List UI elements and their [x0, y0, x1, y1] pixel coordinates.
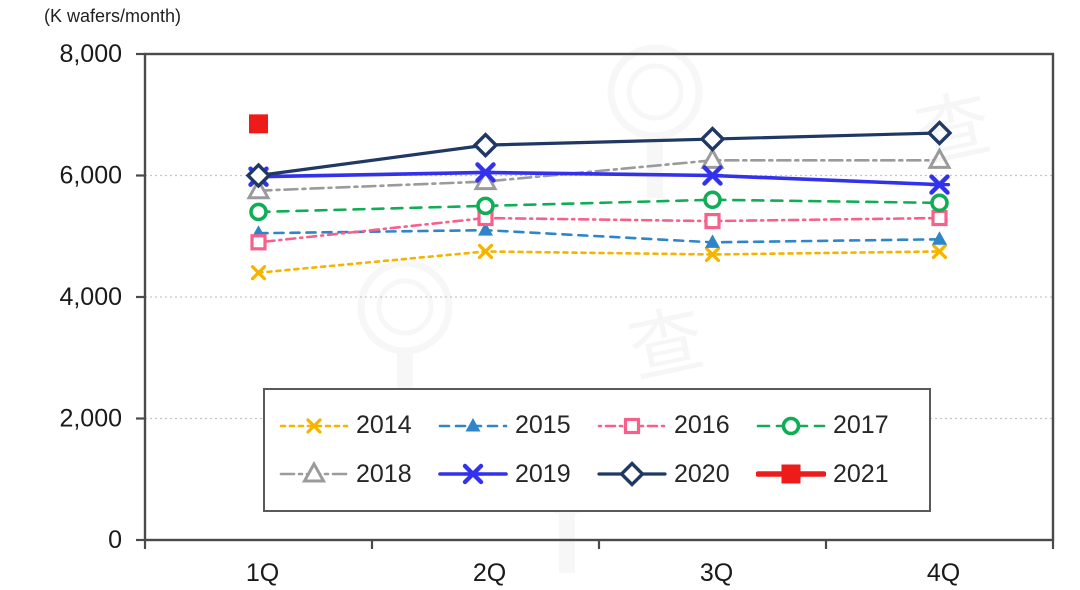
legend-item-2016: 2016: [597, 409, 756, 443]
line-2015: [257, 228, 941, 244]
marker-x-small: [477, 243, 494, 260]
series-2017: [249, 190, 949, 222]
legend-label-2021: 2021: [833, 459, 889, 488]
marker-x-bold: [701, 165, 724, 186]
legend-marker-2017: [756, 416, 826, 435]
legend-label-2016: 2016: [674, 411, 730, 440]
marker-x-bold: [928, 174, 951, 195]
legend-marker-2015: [438, 417, 508, 432]
marker-triangle-open: [246, 177, 271, 200]
marker-diamond-open: [619, 461, 645, 488]
legend-item-2015: 2015: [438, 409, 597, 443]
series-2015: [251, 222, 947, 248]
legend-marker-2014: [279, 418, 349, 434]
line-2020: [256, 131, 942, 178]
x-label-1Q: 1Q: [246, 559, 279, 587]
legend-label-2020: 2020: [674, 459, 730, 488]
marker-circle-open: [781, 416, 801, 435]
series-2014: [250, 243, 948, 281]
legend-item-2018: 2018: [279, 457, 438, 491]
marker-circle-open: [703, 190, 722, 210]
marker-diamond-open: [245, 162, 272, 189]
legend-marker-2019: [438, 464, 508, 485]
legend-marker-2016: [597, 417, 667, 434]
line-2017: [257, 198, 941, 214]
line-2014: [257, 250, 941, 275]
marker-triangle-open: [927, 147, 952, 169]
chart-legend: 2014 2015 2016 2017 2018 2019 2020 2021: [263, 388, 931, 512]
x-label-2Q: 2Q: [473, 559, 506, 587]
marker-x-bold: [462, 464, 484, 485]
legend-item-2019: 2019: [438, 457, 597, 491]
series-2020: [245, 120, 953, 189]
marker-x-bold: [474, 162, 497, 183]
legend-label-2014: 2014: [356, 411, 412, 440]
legend-marker-2020: [597, 461, 667, 488]
legend-item-2017: 2017: [756, 409, 915, 443]
line-2019: [256, 170, 942, 187]
marker-circle-open: [249, 202, 268, 222]
y-tick-label-6000: 6,000: [59, 162, 122, 190]
marker-square-filled: [781, 464, 801, 484]
y-tick-label-2000: 2,000: [59, 405, 122, 433]
marker-square-open: [704, 212, 721, 230]
marker-x-small: [250, 265, 267, 281]
y-axis-unit-label: (K wafers/month): [44, 6, 182, 26]
marker-diamond-open: [699, 126, 726, 152]
marker-square-open: [623, 417, 641, 434]
legend-item-2020: 2020: [597, 457, 756, 491]
marker-triangle-filled: [465, 417, 481, 432]
marker-circle-open: [930, 193, 949, 213]
marker-circle-open: [476, 196, 495, 216]
marker-triangle-open: [301, 461, 327, 483]
y-tick-label-0: 0: [108, 526, 122, 554]
marker-square-filled: [249, 114, 268, 134]
legend-label-2015: 2015: [515, 411, 571, 440]
legend-label-2018: 2018: [356, 459, 412, 488]
marker-diamond-open: [926, 120, 953, 146]
line-2016: [257, 216, 941, 244]
legend-label-2019: 2019: [515, 459, 571, 488]
marker-x-small: [704, 246, 721, 263]
series-2021: [249, 114, 268, 134]
legend-marker-2021: [756, 464, 826, 484]
legend-item-2021: 2021: [756, 457, 915, 491]
y-tick-label-8000: 8,000: [59, 40, 122, 68]
x-label-4Q: 4Q: [927, 559, 960, 587]
marker-triangle-filled: [478, 222, 493, 236]
marker-triangle-filled: [705, 234, 720, 248]
marker-x-small: [306, 418, 322, 434]
series-2019: [247, 162, 951, 195]
marker-triangle-filled: [932, 231, 947, 245]
marker-square-open: [931, 209, 948, 227]
legend-item-2014: 2014: [279, 409, 438, 443]
legend-marker-2018: [279, 461, 349, 483]
series-2016: [250, 209, 948, 251]
y-tick-label-4000: 4,000: [59, 283, 122, 311]
line-2018: [257, 159, 941, 192]
marker-diamond-open: [472, 132, 499, 159]
marker-square-open: [250, 234, 267, 251]
x-label-3Q: 3Q: [700, 559, 733, 587]
legend-label-2017: 2017: [833, 411, 889, 440]
marker-x-small: [931, 243, 948, 260]
marker-triangle-open: [700, 147, 725, 169]
